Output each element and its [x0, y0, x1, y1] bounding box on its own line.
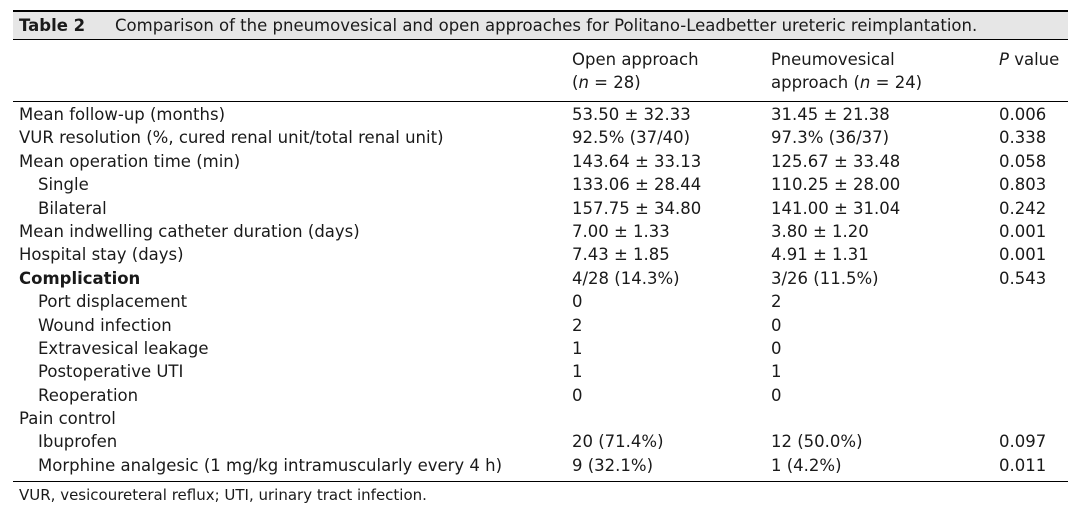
table-bottom-rule [13, 481, 1068, 482]
table-row: VUR resolution (%, cured renal unit/tota… [13, 126, 1068, 149]
cell-pneumovesical-approach: 3/26 (11.5%) [771, 268, 879, 288]
cell-open-approach: 7.00 ± 1.33 [572, 221, 670, 241]
table-row: Single 133.06 ± 28.44 110.25 ± 28.00 0.803 [13, 173, 1068, 196]
cell-p-value: 0.242 [999, 198, 1047, 218]
cell-p-value: 0.001 [999, 221, 1047, 241]
cell-open-approach: 9 (32.1%) [572, 455, 654, 475]
cell-open-approach: 92.5% (37/40) [572, 128, 691, 148]
row-label: Morphine analgesic (1 mg/kg intramuscula… [38, 455, 503, 475]
cell-p-value: 0.058 [999, 151, 1047, 171]
table-row: Extravesical leakage 1 0 [13, 337, 1068, 360]
cell-open-approach: 133.06 ± 28.44 [572, 175, 702, 195]
cell-pneumovesical-approach: 0 [771, 338, 782, 358]
cell-open-approach: 20 (71.4%) [572, 432, 664, 452]
row-label: Pain control [19, 409, 116, 429]
cell-p-value: 0.006 [999, 105, 1047, 124]
header-open-approach: Open approach (n = 28) [572, 50, 699, 92]
row-label: Port displacement [38, 292, 188, 312]
row-label: Postoperative UTI [38, 362, 184, 382]
cell-open-approach: 0 [572, 292, 583, 312]
cell-pneumovesical-approach: 1 [771, 362, 782, 382]
cell-open-approach: 157.75 ± 34.80 [572, 198, 702, 218]
cell-open-approach: 2 [572, 315, 583, 335]
cell-p-value: 0.097 [999, 432, 1047, 452]
row-label: Complication [19, 268, 141, 288]
cell-pneumovesical-approach: 110.25 ± 28.00 [771, 175, 901, 195]
row-label: Mean follow-up (months) [19, 105, 226, 124]
cell-pneumovesical-approach: 141.00 ± 31.04 [771, 198, 901, 218]
cell-open-approach: 53.50 ± 32.33 [572, 105, 691, 124]
table-row: Wound infection 2 0 [13, 314, 1068, 337]
cell-pneumovesical-approach: 12 (50.0%) [771, 432, 863, 452]
row-label: Mean indwelling catheter duration (days) [19, 221, 360, 241]
row-label: Mean operation time (min) [19, 151, 241, 171]
table-row: Complication 4/28 (14.3%) 3/26 (11.5%) 0.54… [13, 267, 1068, 290]
row-label: Extravesical leakage [38, 338, 209, 358]
cell-open-approach: 4/28 (14.3%) [572, 268, 680, 288]
cell-pneumovesical-approach: 125.67 ± 33.48 [771, 151, 901, 171]
cell-pneumovesical-approach: 0 [771, 315, 782, 335]
cell-p-value: 0.338 [999, 128, 1047, 148]
table-row: Hospital stay (days) 7.43 ± 1.85 4.91 ± 1.… [13, 243, 1068, 266]
row-label: Single [38, 175, 89, 195]
table-footnote: VUR, vesicoureteral reflux; UTI, urinary… [19, 486, 427, 504]
header-p-value: P value [999, 50, 1060, 69]
table-row: Mean follow-up (months) 53.50 ± 32.33 31.4… [13, 103, 1068, 126]
table-row: Morphine analgesic (1 mg/kg intramuscula… [13, 454, 1068, 477]
cell-p-value: 0.803 [999, 175, 1047, 195]
row-label: VUR resolution (%, cured renal unit/tota… [19, 128, 444, 148]
row-label: Bilateral [38, 198, 107, 218]
cell-open-approach: 1 [572, 362, 583, 382]
table-row: Pain control [13, 407, 1068, 430]
cell-pneumovesical-approach: 97.3% (36/37) [771, 128, 890, 148]
table-title: Comparison of the pneumovesical and open… [115, 16, 978, 35]
cell-p-value: 0.543 [999, 268, 1047, 288]
table-row: Reoperation 0 0 [13, 384, 1068, 407]
table-row: Postoperative UTI 1 1 [13, 360, 1068, 383]
table-row: Bilateral 157.75 ± 34.80 141.00 ± 31.04 0.2… [13, 197, 1068, 220]
cell-open-approach: 143.64 ± 33.13 [572, 151, 702, 171]
cell-open-approach: 0 [572, 385, 583, 405]
cell-pneumovesical-approach: 4.91 ± 1.31 [771, 245, 869, 265]
cell-open-approach: 7.43 ± 1.85 [572, 245, 670, 265]
cell-p-value: 0.011 [999, 455, 1047, 475]
table-number: Table 2 [19, 16, 86, 35]
table-header-row: Open approach (n = 28) Pneumovesical app… [13, 40, 1068, 102]
table-body: Mean follow-up (months) 53.50 ± 32.33 31.4… [13, 102, 1068, 477]
table-row: Ibuprofen 20 (71.4%) 12 (50.0%) 0.097 [13, 430, 1068, 453]
header-pneumovesical-approach: Pneumovesical approach (n = 24) [771, 50, 923, 92]
row-label: Reoperation [38, 385, 139, 405]
row-label: Ibuprofen [38, 432, 118, 452]
table-caption: Table 2 Comparison of the pneumovesical … [13, 10, 1068, 40]
table-row: Mean operation time (min) 143.64 ± 33.13 1… [13, 150, 1068, 173]
cell-open-approach: 1 [572, 338, 583, 358]
cell-p-value: 0.001 [999, 245, 1047, 265]
cell-pneumovesical-approach: 3.80 ± 1.20 [771, 221, 869, 241]
cell-pneumovesical-approach: 2 [771, 292, 782, 312]
cell-pneumovesical-approach: 1 (4.2%) [771, 455, 842, 475]
cell-pneumovesical-approach: 31.45 ± 21.38 [771, 105, 890, 124]
table-row: Mean indwelling catheter duration (days)… [13, 220, 1068, 243]
row-label: Wound infection [38, 315, 172, 335]
cell-pneumovesical-approach: 0 [771, 385, 782, 405]
table-row: Port displacement 0 2 [13, 290, 1068, 313]
row-label: Hospital stay (days) [19, 245, 184, 265]
